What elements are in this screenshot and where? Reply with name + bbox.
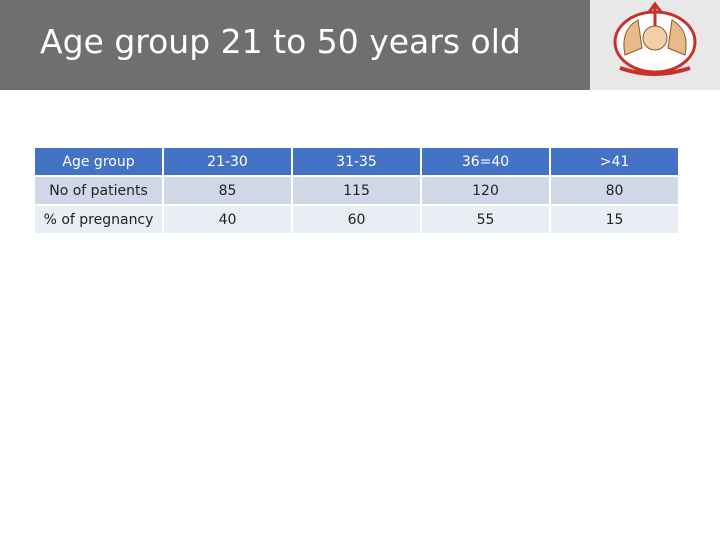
- data-table: Age group 21-30 31-35 36=40 >41 No of patient…: [33, 146, 680, 235]
- header-cell: 21-30: [164, 148, 291, 175]
- table-cell: 120: [422, 177, 549, 204]
- table-cell: 40: [164, 206, 291, 233]
- table-cell: 60: [293, 206, 420, 233]
- logo: [613, 1, 697, 76]
- table-cell: 115: [293, 177, 420, 204]
- table-cell: No of patients: [35, 177, 162, 204]
- header-cell: 31-35: [293, 148, 420, 175]
- table-cell: 80: [551, 177, 678, 204]
- header-cell: 36=40: [422, 148, 549, 175]
- table-cell: % of pregnancy: [35, 206, 162, 233]
- table-row: Age group 21-30 31-35 36=40 >41: [35, 148, 678, 175]
- table-row: No of patients 85 115 120 80: [35, 177, 678, 204]
- table-cell: 15: [551, 206, 678, 233]
- logo-area: [590, 0, 720, 90]
- table-cell: 55: [422, 206, 549, 233]
- slide-title: Age group 21 to 50 years old: [40, 22, 521, 61]
- table-cell: 85: [164, 177, 291, 204]
- table-row: % of pregnancy 40 60 55 15: [35, 206, 678, 233]
- title-band: [0, 0, 590, 90]
- header-cell: Age group: [35, 148, 162, 175]
- header-cell: >41: [551, 148, 678, 175]
